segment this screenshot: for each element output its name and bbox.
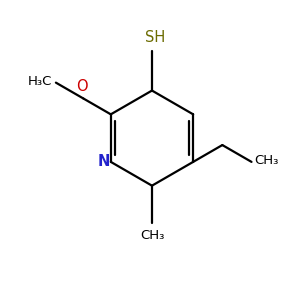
Text: H₃C: H₃C [28, 75, 52, 88]
Text: SH: SH [145, 30, 165, 45]
Text: N: N [98, 154, 110, 169]
Text: CH₃: CH₃ [140, 229, 164, 242]
Text: O: O [76, 79, 88, 94]
Text: CH₃: CH₃ [254, 154, 279, 167]
